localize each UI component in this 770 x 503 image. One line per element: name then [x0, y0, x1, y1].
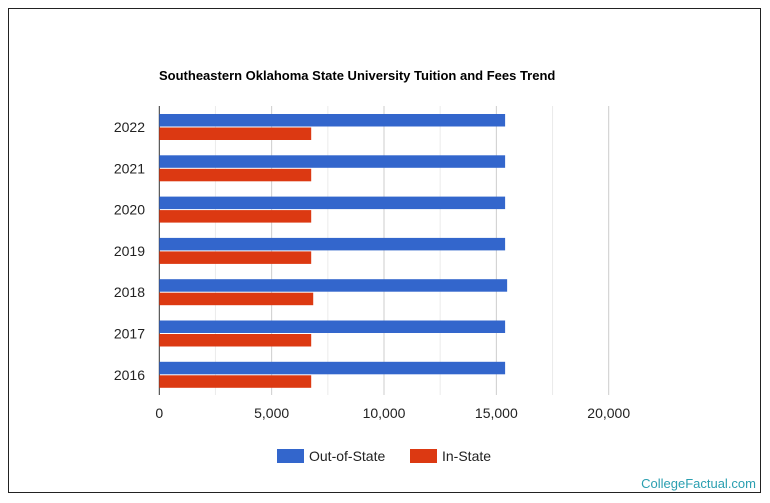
- bar-out-of-state-2022: [159, 114, 506, 127]
- bar-out-of-state-2016: [159, 361, 506, 375]
- chart-frame: [8, 8, 761, 493]
- bar-out-of-state-2020: [159, 196, 506, 210]
- bar-out-of-state-2021: [159, 155, 506, 168]
- legend-label-in-state: In-State: [442, 448, 491, 464]
- bar-out-of-state-2019: [159, 237, 506, 251]
- bar-in-state-2016: [159, 375, 312, 388]
- bar-in-state-2017: [159, 334, 312, 347]
- chart-title: Southeastern Oklahoma State University T…: [159, 68, 555, 83]
- y-tick-label: 2017: [114, 326, 145, 342]
- brand-link[interactable]: CollegeFactual.com: [641, 476, 756, 491]
- y-tick-label: 2016: [114, 367, 145, 383]
- bar-in-state-2019: [159, 251, 312, 264]
- y-tick-label: 2020: [114, 202, 145, 218]
- y-tick-label: 2021: [114, 160, 145, 176]
- bar-in-state-2022: [159, 127, 312, 140]
- bar-out-of-state-2017: [159, 320, 506, 333]
- x-tick-label: 10,000: [363, 405, 406, 421]
- x-tick-label: 15,000: [475, 405, 518, 421]
- legend-swatch-out-of-state: [277, 449, 304, 463]
- bar-in-state-2018: [159, 292, 314, 306]
- legend-swatch-in-state: [410, 449, 437, 463]
- bar-in-state-2020: [159, 210, 312, 223]
- x-tick-label: 5,000: [254, 405, 289, 421]
- legend-label-out-of-state: Out-of-State: [309, 448, 385, 464]
- y-tick-label: 2019: [114, 243, 145, 259]
- y-tick-label: 2022: [114, 119, 145, 135]
- bar-in-state-2021: [159, 168, 312, 182]
- bar-out-of-state-2018: [159, 279, 508, 292]
- y-tick-label: 2018: [114, 284, 145, 300]
- x-tick-label: 0: [155, 405, 163, 421]
- x-tick-label: 20,000: [587, 405, 630, 421]
